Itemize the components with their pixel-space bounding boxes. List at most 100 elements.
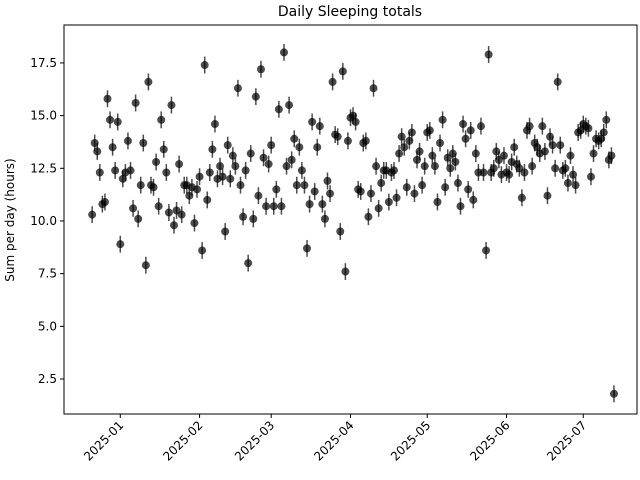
- point: [338, 67, 347, 76]
- point: [369, 84, 378, 93]
- point: [164, 208, 173, 217]
- point: [131, 98, 140, 107]
- point: [356, 187, 365, 196]
- point: [251, 92, 260, 101]
- point: [326, 189, 335, 198]
- point: [425, 126, 434, 135]
- point: [489, 164, 498, 173]
- point: [374, 204, 383, 213]
- point: [116, 240, 125, 249]
- point: [274, 105, 283, 114]
- x-tick-label: 2025-07: [544, 418, 589, 463]
- point: [272, 185, 281, 194]
- point: [239, 212, 248, 221]
- point: [123, 136, 132, 145]
- point: [584, 124, 593, 133]
- point: [420, 162, 429, 171]
- x-tick-label: 2025-05: [388, 418, 433, 463]
- point: [264, 160, 273, 169]
- point: [364, 212, 373, 221]
- point: [113, 117, 122, 126]
- point: [126, 166, 135, 175]
- point: [428, 151, 437, 160]
- point: [259, 153, 268, 162]
- point: [141, 261, 150, 270]
- point: [162, 168, 171, 177]
- point: [277, 202, 286, 211]
- point: [456, 202, 465, 211]
- point: [297, 166, 306, 175]
- point: [93, 147, 102, 156]
- point: [129, 204, 138, 213]
- point: [305, 200, 314, 209]
- point: [525, 122, 534, 131]
- point: [563, 179, 572, 188]
- point: [320, 214, 329, 223]
- point: [397, 132, 406, 141]
- point: [136, 181, 145, 190]
- point: [482, 246, 491, 255]
- y-tick-label: 17.5: [30, 56, 57, 70]
- point: [221, 227, 230, 236]
- point: [377, 179, 386, 188]
- point: [139, 139, 148, 148]
- point: [471, 149, 480, 158]
- point: [436, 139, 445, 148]
- point: [226, 174, 235, 183]
- point: [392, 193, 401, 202]
- point: [438, 115, 447, 124]
- point: [218, 172, 227, 181]
- y-tick-label: 10.0: [30, 214, 57, 228]
- x-tick-label: 2025-01: [81, 418, 126, 463]
- point: [233, 84, 242, 93]
- point: [100, 198, 109, 207]
- point: [313, 143, 322, 152]
- point: [402, 183, 411, 192]
- point: [384, 198, 393, 207]
- point: [159, 145, 168, 154]
- point: [223, 141, 232, 150]
- point: [157, 115, 166, 124]
- plot-frame: [63, 24, 638, 415]
- point: [540, 147, 549, 156]
- point: [589, 149, 598, 158]
- point: [366, 189, 375, 198]
- point: [190, 219, 199, 228]
- y-tick-label: 12.5: [30, 161, 57, 175]
- point: [256, 65, 265, 74]
- point: [328, 77, 337, 86]
- point: [415, 147, 424, 156]
- point: [228, 151, 237, 160]
- point: [607, 151, 616, 160]
- point: [395, 149, 404, 158]
- point: [520, 168, 529, 177]
- point: [548, 141, 557, 150]
- point: [216, 162, 225, 171]
- point: [203, 195, 212, 204]
- point: [111, 166, 120, 175]
- point: [254, 191, 263, 200]
- point: [323, 176, 332, 185]
- point: [241, 166, 250, 175]
- point: [586, 172, 595, 181]
- point: [451, 157, 460, 166]
- x-tick-label: 2025-06: [467, 418, 512, 463]
- point: [167, 101, 176, 110]
- point: [95, 168, 104, 177]
- point: [561, 164, 570, 173]
- point: [292, 181, 301, 190]
- point: [510, 143, 519, 152]
- point: [602, 115, 611, 124]
- point: [231, 162, 240, 171]
- point: [300, 181, 309, 190]
- point: [333, 132, 342, 141]
- point: [210, 120, 219, 129]
- point: [144, 77, 153, 86]
- point: [461, 134, 470, 143]
- point: [361, 136, 370, 145]
- point: [318, 200, 327, 209]
- point: [343, 136, 352, 145]
- point: [400, 143, 409, 152]
